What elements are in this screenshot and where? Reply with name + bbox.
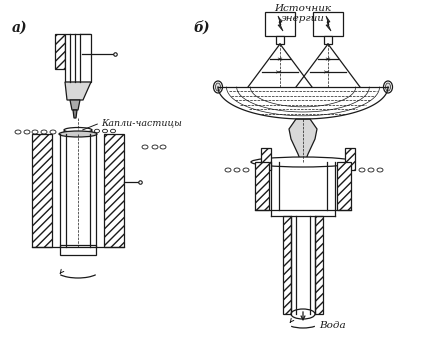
Ellipse shape <box>225 168 231 172</box>
Ellipse shape <box>291 309 315 319</box>
Bar <box>315 216 323 314</box>
Bar <box>313 12 343 36</box>
Bar <box>65 34 91 82</box>
Ellipse shape <box>64 127 92 132</box>
Polygon shape <box>326 16 331 31</box>
Ellipse shape <box>32 130 38 134</box>
Ellipse shape <box>102 129 107 133</box>
Polygon shape <box>289 119 317 162</box>
Polygon shape <box>278 16 283 31</box>
Bar <box>324 36 332 44</box>
Text: Источник
энергии: Источник энергии <box>274 4 332 23</box>
Text: б): б) <box>193 21 210 35</box>
Bar <box>337 162 351 210</box>
Ellipse shape <box>94 129 99 133</box>
Ellipse shape <box>368 168 374 172</box>
Bar <box>80 34 90 69</box>
Ellipse shape <box>24 130 30 134</box>
Polygon shape <box>73 110 77 118</box>
Polygon shape <box>65 82 91 100</box>
Bar <box>283 216 291 314</box>
Text: Капли-частицы: Капли-частицы <box>101 118 182 127</box>
Bar <box>265 12 295 36</box>
Ellipse shape <box>15 130 21 134</box>
Ellipse shape <box>41 130 47 134</box>
Bar <box>255 162 269 210</box>
Ellipse shape <box>152 145 158 149</box>
Ellipse shape <box>243 168 249 172</box>
Ellipse shape <box>142 145 148 149</box>
Bar <box>345 148 355 170</box>
Ellipse shape <box>251 157 355 167</box>
Ellipse shape <box>234 168 240 172</box>
Bar <box>261 148 271 170</box>
Ellipse shape <box>110 129 115 133</box>
Ellipse shape <box>64 128 92 136</box>
Text: а): а) <box>12 21 28 35</box>
Ellipse shape <box>377 168 383 172</box>
Polygon shape <box>70 100 80 110</box>
Ellipse shape <box>386 83 391 91</box>
Bar <box>60 245 96 255</box>
Ellipse shape <box>50 130 56 134</box>
Ellipse shape <box>216 83 221 91</box>
Bar <box>55 34 65 69</box>
Bar <box>104 134 124 247</box>
Ellipse shape <box>384 81 392 93</box>
Text: Вода: Вода <box>319 321 346 330</box>
Ellipse shape <box>59 131 97 137</box>
Bar <box>32 134 52 247</box>
Ellipse shape <box>359 168 365 172</box>
Ellipse shape <box>213 81 223 93</box>
Ellipse shape <box>160 145 166 149</box>
Bar <box>276 36 284 44</box>
